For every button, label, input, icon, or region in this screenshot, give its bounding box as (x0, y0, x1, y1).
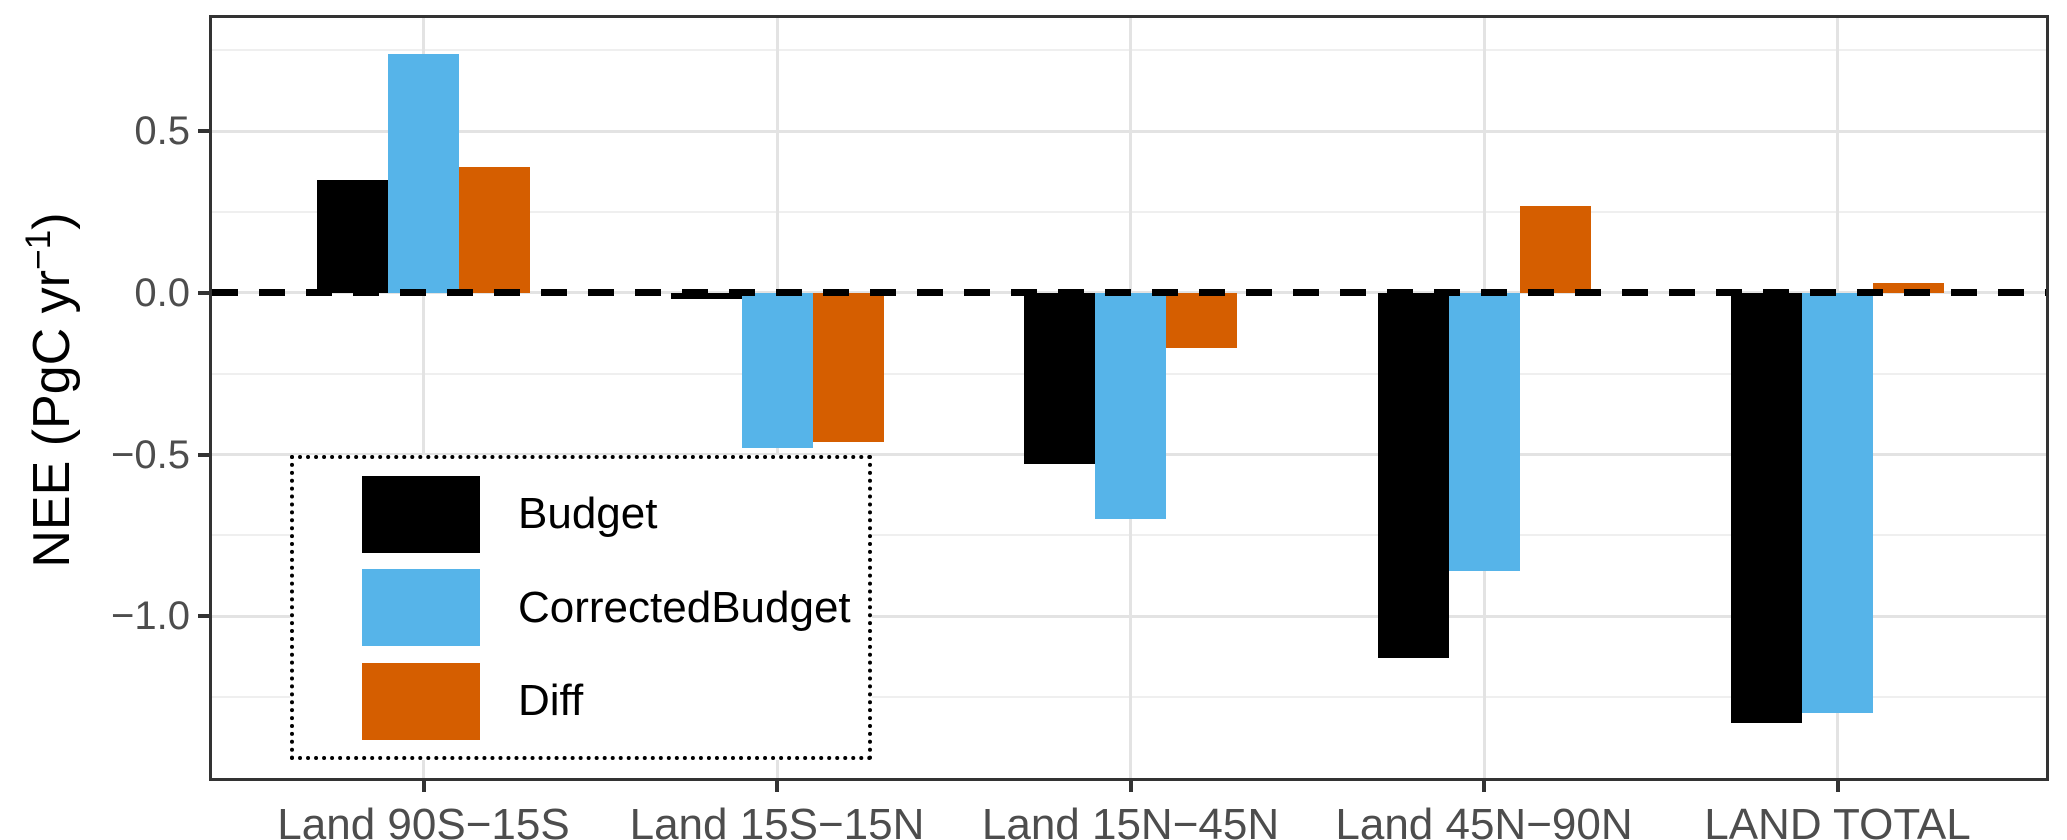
legend-swatch (362, 569, 480, 646)
bar (1873, 283, 1944, 293)
legend-label: CorrectedBudget (518, 582, 851, 632)
bar (741, 292, 813, 449)
bar (1519, 205, 1591, 293)
y-tick-label: −0.5 (111, 432, 190, 477)
y-axis-title-text: NEE (PgC yr (23, 270, 81, 568)
legend-item: Budget (362, 475, 868, 553)
bar (1448, 292, 1520, 572)
x-tick-mark (1835, 778, 1840, 792)
x-tick-mark (1482, 778, 1486, 792)
bar (1024, 292, 1095, 465)
y-tick-label: 0.0 (134, 270, 190, 315)
y-tick-label: −1.0 (111, 594, 190, 639)
y-axis-title-close: ) (23, 212, 81, 230)
legend-label: Budget (518, 489, 658, 538)
gridline-vertical (422, 18, 425, 778)
y-tick-mark (198, 129, 212, 134)
bar (812, 292, 884, 442)
legend-label: Diff (518, 676, 584, 725)
y-axis-title: NEE (PgC yr−1) (18, 212, 82, 568)
x-tick-label: Land 15N−45N (981, 800, 1280, 840)
bar (1095, 292, 1166, 520)
x-tick-mark (775, 778, 779, 792)
x-tick-mark (421, 778, 426, 792)
bar (1731, 292, 1802, 724)
x-tick-label: Land 45N−90N (1335, 800, 1633, 840)
x-tick-label: Land 90S−15S (277, 800, 570, 840)
bar (1166, 292, 1237, 348)
x-tick-label: LAND TOTAL (1704, 800, 1971, 840)
bar (459, 166, 530, 293)
y-axis-title-superscript: −1 (18, 229, 58, 271)
bar (1802, 292, 1873, 714)
x-tick-mark (1128, 778, 1133, 792)
y-tick-mark (198, 452, 212, 457)
bar (317, 179, 388, 293)
x-tick-label: Land 15S−15N (629, 800, 925, 840)
y-tick-label: 0.5 (134, 109, 190, 154)
y-tick-mark (198, 614, 212, 619)
legend-item: CorrectedBudget (362, 569, 868, 646)
y-tick-mark (198, 290, 212, 295)
bar (1377, 292, 1449, 659)
legend-swatch (362, 475, 480, 553)
bar (388, 53, 459, 293)
legend-item: Diff (362, 662, 868, 740)
zero-dashed-line (212, 289, 2046, 297)
legend: Budget CorrectedBudget Diff (290, 455, 872, 760)
legend-swatch (362, 662, 480, 740)
